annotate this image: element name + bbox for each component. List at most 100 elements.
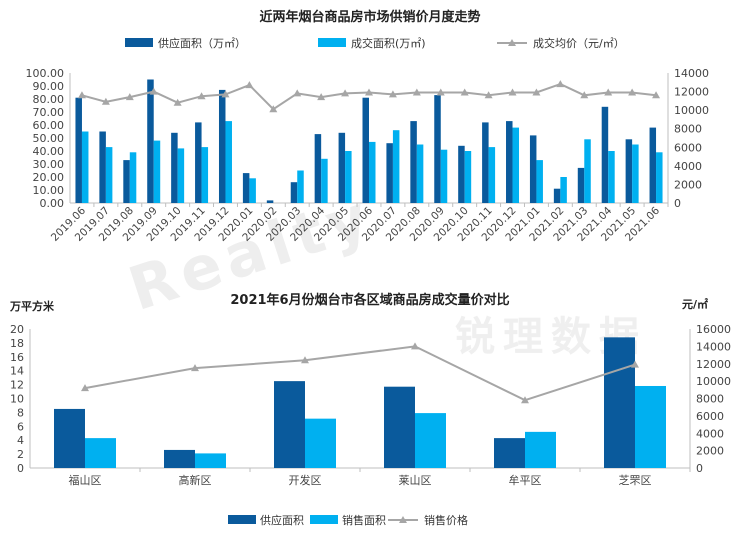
bar-supply <box>75 97 82 203</box>
bar-deal <box>201 147 209 203</box>
y-tick-label: 14 <box>10 365 24 378</box>
price-point <box>317 93 326 101</box>
y-tick-label: 12 <box>10 379 24 392</box>
y-tick-label: 80.00 <box>33 93 65 106</box>
y-tick-label: 2 <box>17 448 24 461</box>
bar-supply <box>195 122 202 203</box>
legend2-sale-label: 销售面积 <box>342 513 386 527</box>
bar-deal <box>415 413 446 468</box>
bar-supply <box>362 97 369 203</box>
bar-deal <box>635 385 666 468</box>
y-tick-label: 40.00 <box>33 145 65 158</box>
bar-deal <box>525 431 556 468</box>
bar-supply <box>171 132 178 203</box>
y2-tick-label: 0 <box>674 197 681 210</box>
x-tick-label: 开发区 <box>289 473 322 487</box>
bar-deal <box>560 177 567 203</box>
bar-supply <box>506 121 513 203</box>
price-point <box>293 89 302 97</box>
bar-deal <box>305 418 336 468</box>
bar-deal <box>536 160 543 203</box>
bar-deal <box>297 170 304 203</box>
chart1-plot: 0.0010.0020.0030.0040.0050.0060.0070.008… <box>26 67 710 244</box>
y2-tick-label: 2000 <box>696 445 724 458</box>
bar-supply <box>242 173 250 203</box>
legend-deal-label: 成交面积(万㎡) <box>351 36 426 50</box>
bar-deal <box>392 130 400 203</box>
price-point <box>197 92 206 100</box>
y2-tick-label: 8000 <box>674 123 702 136</box>
legend-supply-swatch <box>125 38 153 47</box>
y-tick-label: 20 <box>10 323 24 336</box>
y2-tick-label: 14000 <box>696 340 731 353</box>
bar-deal <box>81 131 89 203</box>
y-tick-label: 100.00 <box>26 67 65 80</box>
bar-supply <box>604 337 635 468</box>
price-point <box>149 87 158 95</box>
y2-tick-label: 10000 <box>674 104 709 117</box>
bar-deal <box>584 139 591 203</box>
legend2-sale-swatch <box>310 515 338 524</box>
x-tick-label: 福山区 <box>69 473 102 487</box>
y-tick-label: 70.00 <box>33 106 65 119</box>
bar-deal <box>656 152 663 203</box>
legend2-supply-label: 供应面积 <box>260 513 304 527</box>
bar-supply <box>218 89 226 203</box>
bar-deal <box>369 141 376 203</box>
bar-supply <box>649 127 657 203</box>
x-tick-label: 牟平区 <box>509 473 542 487</box>
y2-tick-label: 12000 <box>696 358 731 371</box>
bar-deal <box>225 121 232 203</box>
bar-deal <box>440 149 448 203</box>
price-point <box>101 97 110 105</box>
legend-deal-swatch <box>318 38 346 47</box>
price-point <box>341 89 350 97</box>
bar-deal <box>105 147 113 203</box>
y-tick-label: 16 <box>10 351 24 364</box>
bar-deal <box>321 158 328 203</box>
price-point <box>388 90 397 98</box>
y2-tick-label: 4000 <box>696 427 724 440</box>
x-tick-label: 高新区 <box>179 473 212 487</box>
bar-supply <box>601 106 609 203</box>
bar-supply <box>384 386 415 468</box>
bar-deal <box>129 152 137 203</box>
bar-deal <box>153 140 161 203</box>
legend2-supply-swatch <box>228 515 256 524</box>
y-tick-label: 90.00 <box>33 80 65 93</box>
legend-price-label: 成交均价（元/㎡） <box>533 36 625 50</box>
y2-tick-label: 16000 <box>696 323 731 336</box>
y-tick-label: 0.00 <box>40 197 65 210</box>
legend-supply-label: 供应面积（万㎡） <box>158 36 246 50</box>
price-point <box>301 356 309 364</box>
bar-supply <box>625 139 633 203</box>
price-point <box>77 91 86 99</box>
bar-deal <box>464 151 472 203</box>
y2-tick-label: 8000 <box>696 393 724 406</box>
bar-supply <box>266 200 274 203</box>
legend2-price-marker <box>399 516 407 523</box>
price-point <box>245 81 254 89</box>
bar-supply <box>434 95 441 203</box>
price-point <box>411 342 419 350</box>
chart2-title: 2021年6月份烟台市各区域商品房成交量价对比 <box>230 292 509 308</box>
y-tick-label: 10 <box>10 393 24 406</box>
y2-tick-label: 14000 <box>674 67 709 80</box>
bar-deal <box>608 151 615 203</box>
y-tick-label: 18 <box>10 337 24 350</box>
y-tick-label: 6 <box>17 420 24 433</box>
chart1-title: 近两年烟台商品房市场供销价月度走势 <box>259 9 480 25</box>
bar-supply <box>54 408 85 468</box>
bar-deal <box>195 453 226 468</box>
y2-tick-label: 0 <box>696 462 703 475</box>
bar-supply <box>99 131 106 203</box>
y2-tick-label: 10000 <box>696 375 731 388</box>
y2-tick-label: 6000 <box>696 410 724 423</box>
bar-supply <box>386 143 393 203</box>
bar-deal <box>416 144 424 203</box>
y-tick-label: 0 <box>17 462 24 475</box>
price-point <box>580 91 589 99</box>
price-point <box>81 384 89 392</box>
